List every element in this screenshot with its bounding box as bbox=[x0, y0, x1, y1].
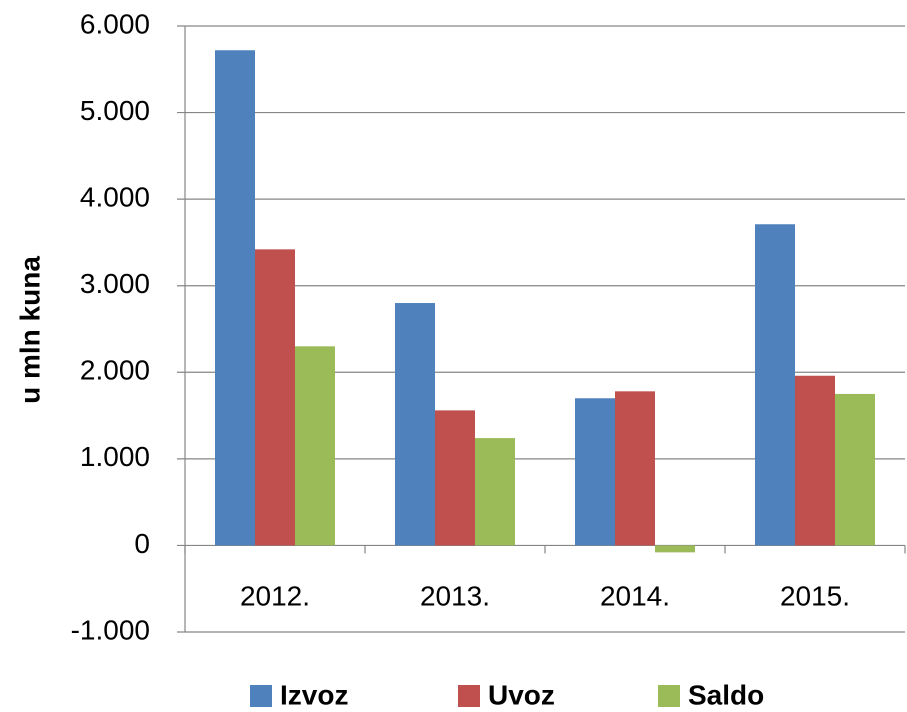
y-tick-label: 0 bbox=[134, 528, 150, 559]
bar bbox=[795, 375, 835, 546]
y-tick-label: 5.000 bbox=[80, 95, 150, 126]
bar bbox=[255, 249, 295, 546]
bar bbox=[755, 224, 795, 546]
y-tick-label: 4.000 bbox=[80, 182, 150, 213]
x-tick-label: 2013. bbox=[420, 580, 490, 611]
x-tick-label: 2014. bbox=[600, 580, 670, 611]
y-tick-label: 2.000 bbox=[80, 355, 150, 386]
bar bbox=[575, 398, 615, 546]
bar bbox=[835, 393, 875, 546]
y-tick-label: 3.000 bbox=[80, 268, 150, 299]
legend-swatch bbox=[250, 685, 272, 707]
y-axis-label: u mln kuna bbox=[14, 256, 45, 404]
legend-label: Uvoz bbox=[488, 679, 555, 710]
x-tick-label: 2012. bbox=[240, 580, 310, 611]
legend-label: Izvoz bbox=[280, 679, 348, 710]
bar bbox=[615, 391, 655, 546]
y-tick-label: 6.000 bbox=[80, 8, 150, 39]
y-tick-label: 1.000 bbox=[80, 441, 150, 472]
y-tick-label: -1.000 bbox=[71, 614, 150, 645]
bar bbox=[655, 545, 695, 553]
bar bbox=[395, 303, 435, 546]
legend-swatch bbox=[658, 685, 680, 707]
bar bbox=[295, 346, 335, 546]
bar bbox=[435, 410, 475, 546]
bar bbox=[475, 438, 515, 546]
legend-swatch bbox=[458, 685, 480, 707]
bar bbox=[215, 50, 255, 546]
legend-label: Saldo bbox=[688, 679, 764, 710]
x-tick-label: 2015. bbox=[780, 580, 850, 611]
